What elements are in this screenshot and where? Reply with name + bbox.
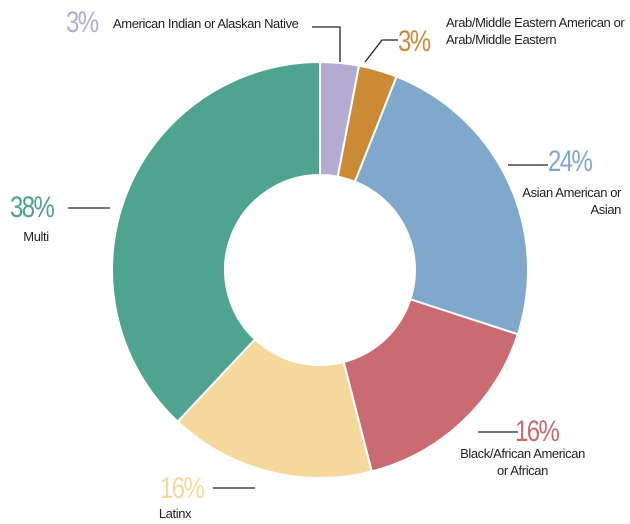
slice [353,75,529,336]
value-label: 16% [160,472,205,505]
slice [342,298,520,473]
slice [176,337,373,479]
value-label: 38% [10,191,55,224]
category-label: Latinx [158,506,192,521]
category-label: American Indian or Alaskan Native [113,16,299,31]
leader-line [312,26,341,62]
category-label: Arab/Middle Eastern American or Arab/Mid… [446,15,625,47]
value-label: 3% [66,6,99,39]
leader-line [364,39,398,63]
category-label: Black/African American or African [460,446,585,478]
value-label: 3% [398,25,431,58]
category-label: Multi [23,229,49,244]
value-label: 16% [515,415,560,448]
slice [111,60,321,424]
value-label: 24% [548,145,593,178]
category-label: Asian American or Asian [522,185,621,217]
